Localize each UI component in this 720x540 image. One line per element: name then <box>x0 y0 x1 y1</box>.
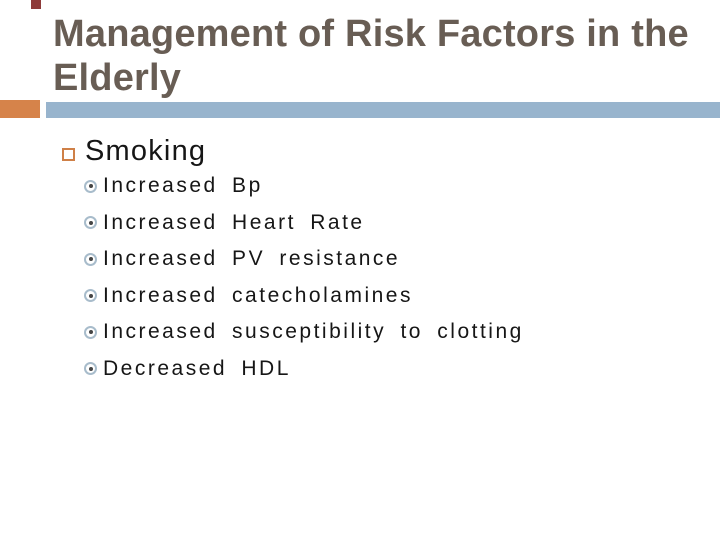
bullet-heading-text: Smoking <box>85 135 207 167</box>
sub-bullet-text: Increased susceptibility to clotting <box>103 320 524 344</box>
sub-bullet-text: Increased Bp <box>103 174 263 198</box>
sub-bullet-item: Increased catecholamines <box>84 278 524 315</box>
circled-dot-icon <box>84 289 97 303</box>
accent-bar-orange <box>0 100 40 118</box>
sub-bullet-item: Increased PV resistance <box>84 241 524 278</box>
sub-bullet-text: Increased PV resistance <box>103 247 401 271</box>
circled-dot-icon <box>84 216 97 230</box>
slide-title-line-2: Elderly <box>53 57 182 99</box>
sub-bullet-list: Increased Bp Increased Heart Rate Increa… <box>84 168 524 387</box>
sub-bullet-item: Increased Bp <box>84 168 524 205</box>
circled-dot-icon <box>84 362 97 376</box>
circled-dot-icon <box>84 252 97 266</box>
square-bullet-icon <box>62 148 75 161</box>
sub-bullet-text: Increased Heart Rate <box>103 210 365 234</box>
slide-title-line-1: Management of Risk Factors in the <box>53 13 689 55</box>
bullet-item-smoking: Smoking <box>62 134 206 168</box>
sub-bullet-item: Increased susceptibility to clotting <box>84 314 524 351</box>
theme-accent-tab <box>31 0 41 9</box>
slide-title: Management of Risk Factors in the Elderl… <box>53 12 703 100</box>
sub-bullet-item: Increased Heart Rate <box>84 205 524 242</box>
sub-bullet-item: Decreased HDL <box>84 351 524 388</box>
circled-dot-icon <box>84 179 97 193</box>
circled-dot-icon <box>84 325 97 339</box>
accent-bar-blue <box>46 102 720 118</box>
sub-bullet-text: Increased catecholamines <box>103 283 413 307</box>
sub-bullet-text: Decreased HDL <box>103 356 291 380</box>
